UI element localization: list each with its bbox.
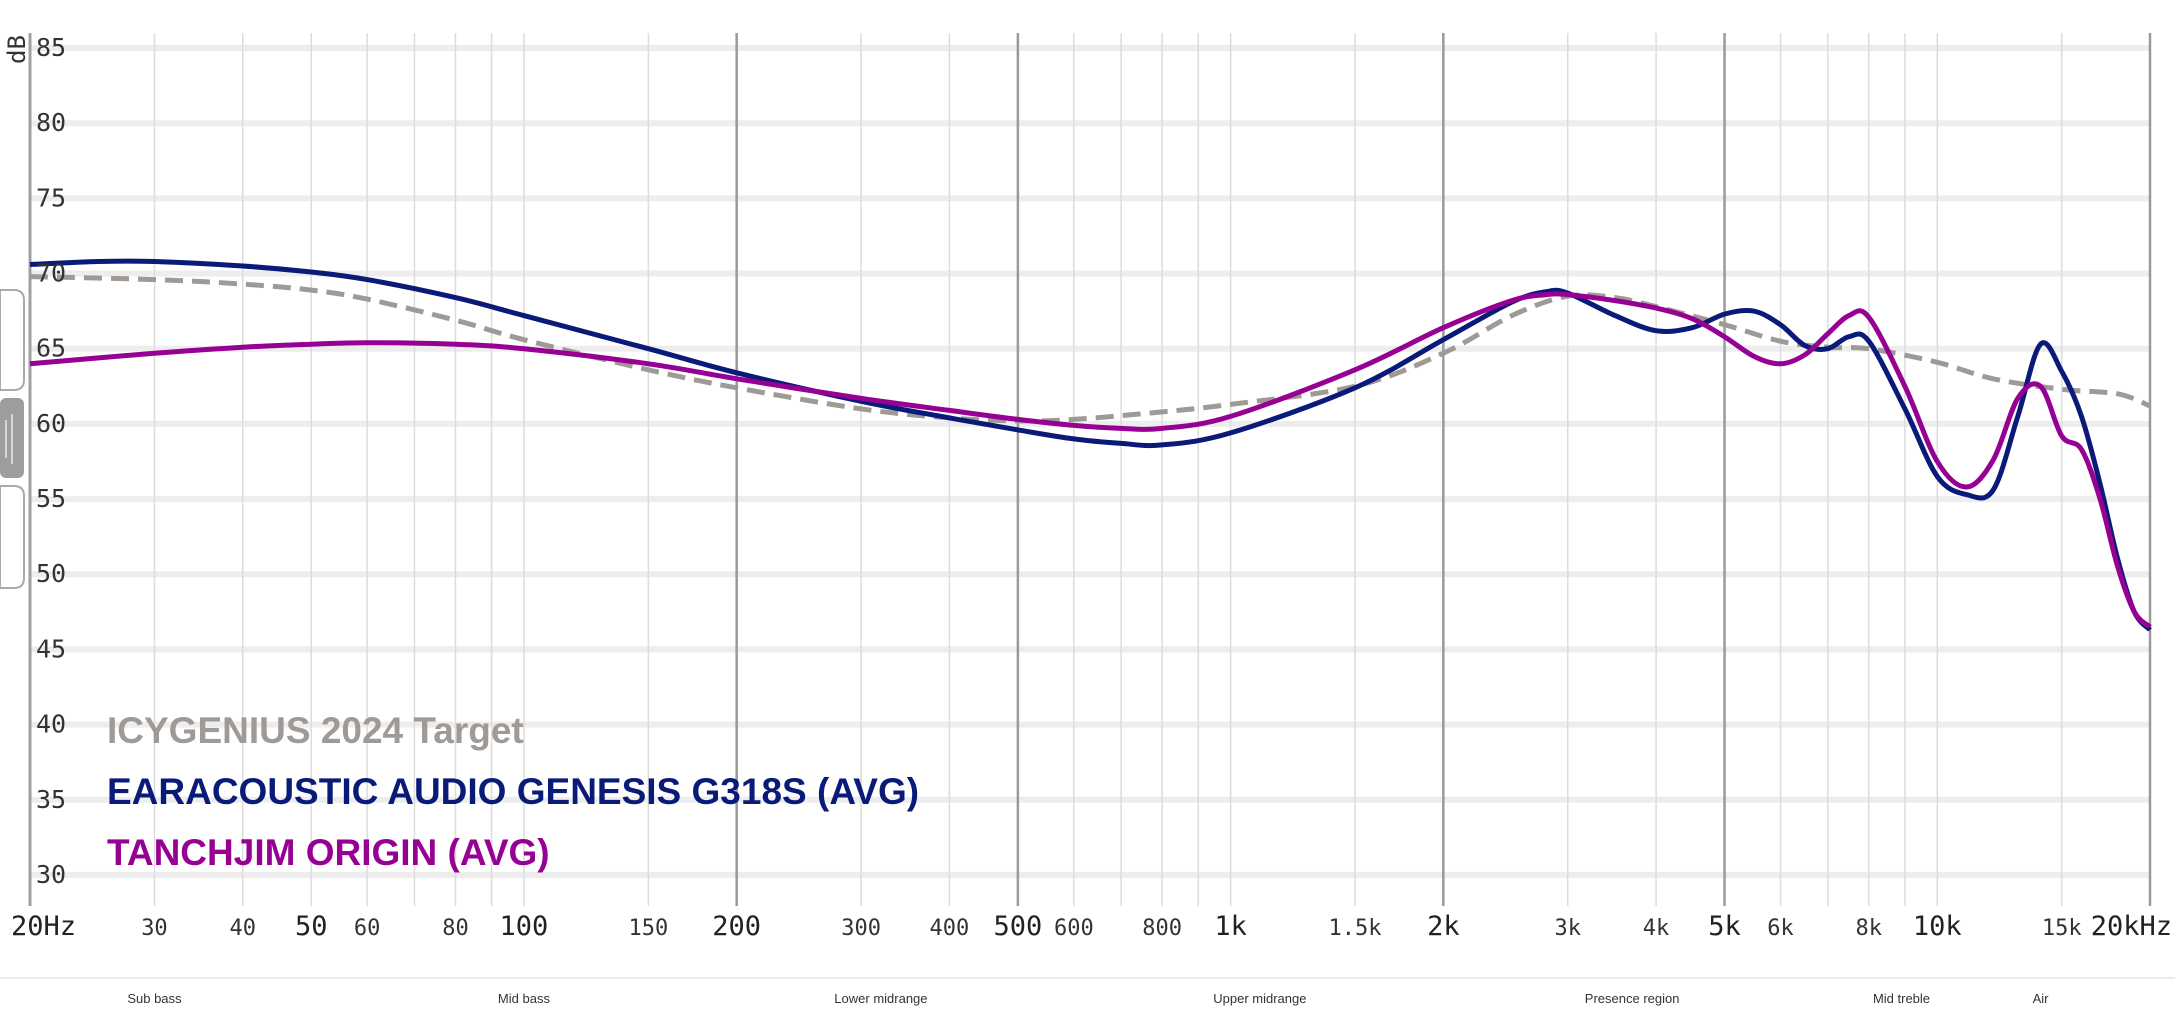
x-tick-label: 50 (295, 911, 328, 942)
band-label: Sub bass (127, 991, 182, 1006)
y-scale-handle[interactable] (0, 289, 25, 589)
x-tick-label: 1k (1214, 911, 1247, 942)
x-tick-label: 800 (1142, 916, 1182, 941)
x-tick-label: 10k (1913, 911, 1962, 942)
origin-curve (29, 291, 2152, 629)
x-tick-label: 1.5k (1329, 916, 1382, 941)
y-tick-label: 80 (36, 108, 66, 137)
y-tick-label: 70 (36, 259, 66, 288)
x-tick-label: 5k (1708, 911, 1741, 942)
x-tick-label: 2k (1427, 911, 1460, 942)
y-tick-label: 75 (36, 183, 66, 212)
x-tick-label: 15k (2042, 916, 2082, 941)
y-tick-label: 40 (36, 710, 66, 739)
legend-entry: ICYGENIUS 2024 Target (107, 710, 524, 751)
x-tick-label: 400 (930, 916, 970, 941)
legend: ICYGENIUS 2024 Target EARACOUSTIC AUDIO G… (107, 710, 919, 873)
y-tick-label: 45 (36, 634, 66, 663)
x-tick-labels: 20Hz 30 40 50 60 80 100 150 200 300 400 500 600 800 1k… (11, 911, 2172, 942)
x-tick-label: 200 (712, 911, 761, 942)
y-tick-label: 60 (36, 409, 66, 438)
g318s-curve (29, 258, 2152, 632)
x-tick-label: 600 (1054, 916, 1094, 941)
y-tick-label: 85 (36, 33, 66, 62)
legend-entry: TANCHJIM ORIGIN (AVG) (107, 832, 550, 873)
y-tick-label: 30 (36, 860, 66, 889)
x-tick-label: 100 (500, 911, 549, 942)
x-tick-label: 4k (1643, 916, 1670, 941)
band-label: Presence region (1585, 991, 1680, 1006)
band-label: Air (2033, 991, 2050, 1006)
x-tick-label: 30 (141, 916, 168, 941)
y-tick-label: 35 (36, 785, 66, 814)
x-tick-label: 6k (1767, 916, 1794, 941)
x-tick-label: 20kHz (2091, 911, 2172, 942)
y-tick-label: 65 (36, 334, 66, 363)
band-label: Upper midrange (1213, 991, 1306, 1006)
y-tick-label: 50 (36, 559, 66, 588)
x-tick-label: 3k (1555, 916, 1582, 941)
x-tick-label: 500 (993, 911, 1042, 942)
y-gridlines (30, 45, 2150, 878)
x-tick-label: 80 (442, 916, 469, 941)
axes (0, 33, 2175, 979)
target-curve (29, 274, 2151, 424)
x-tick-label: 8k (1856, 916, 1883, 941)
y-tick-labels: 85 80 75 70 65 60 55 50 45 40 35 30 (36, 33, 66, 889)
y-axis-unit-label: dB (3, 35, 31, 64)
band-label: Mid treble (1873, 991, 1930, 1006)
x-tick-label: 150 (629, 916, 669, 941)
traces (29, 258, 2152, 632)
x-tick-label: 300 (841, 916, 881, 941)
frequency-band-labels: Sub bass Mid bass Lower midrange Upper midr… (127, 991, 2049, 1006)
x-tick-label: 20Hz (11, 911, 76, 942)
x-tick-label: 40 (229, 916, 256, 941)
x-tick-label: 60 (354, 916, 381, 941)
band-label: Mid bass (498, 991, 551, 1006)
y-tick-label: 55 (36, 484, 66, 513)
band-label: Lower midrange (834, 991, 927, 1006)
legend-entry: EARACOUSTIC AUDIO GENESIS G318S (AVG) (107, 771, 919, 812)
